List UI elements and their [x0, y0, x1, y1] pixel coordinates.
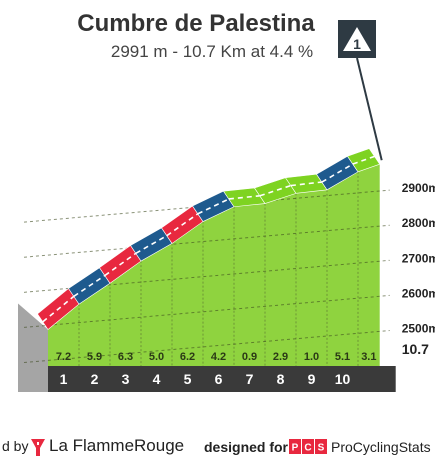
segment-center-dash	[321, 163, 354, 183]
gradient-label: 1.0	[304, 351, 319, 363]
elevation-tick-label: 2800m	[402, 216, 435, 230]
category-badge: 1	[338, 20, 376, 58]
km-label: 1	[60, 371, 68, 387]
gradient-label: 5.0	[149, 351, 164, 363]
elevation-tick-label: 2600m	[402, 286, 435, 300]
km-label: 3	[122, 371, 130, 387]
km-label: 7	[246, 371, 254, 387]
segment-center-dash	[135, 234, 168, 254]
chart-title: Cumbre de Palestina	[77, 10, 315, 37]
footer: d by La FlammeRouge designed for P C S P…	[0, 436, 435, 458]
svg-text:C: C	[304, 443, 311, 454]
gradient-label: 4.2	[211, 351, 226, 363]
climb-profile-chart: 7.2 5.9 6.3 5.0 6.2 4.2 0.9 2.9 1.0 5.1 3.1 1 2 3 4 5 6 7…	[18, 57, 435, 392]
elevation-grid-line	[23, 294, 390, 328]
gradient-label: 7.2	[56, 351, 71, 363]
svg-text:P: P	[292, 443, 299, 454]
category-label: 1	[353, 36, 361, 52]
segment-center-dash	[197, 198, 230, 215]
segment-center-dash	[73, 274, 106, 297]
profile-labels: 7.2 5.9 6.3 5.0 6.2 4.2 0.9 2.9 1.0 5.1 3.1 1 2 3 4 5 6 7…	[56, 341, 429, 387]
elevation-tick-label: 2700m	[402, 251, 435, 265]
segment-center-dash	[42, 295, 75, 323]
elevation-grid-line	[23, 189, 390, 223]
procyclingstats-link[interactable]: ProCyclingStats	[331, 439, 431, 455]
summit-pole	[356, 57, 383, 161]
total-distance-label: 10.7	[402, 341, 429, 357]
gradient-label: 0.9	[242, 351, 257, 363]
summit-marker	[356, 57, 383, 161]
gradient-label: 5.1	[335, 351, 350, 363]
elevation-tick-label: 2500m	[402, 322, 435, 336]
elevation-tick-label: 2900m	[402, 181, 435, 195]
gradient-label: 6.3	[118, 351, 133, 363]
segment-center-dash	[352, 155, 375, 165]
km-label: 8	[277, 371, 285, 387]
elevation-grid-line	[23, 330, 390, 364]
segment-center-dash	[104, 252, 137, 277]
km-label: 2	[91, 371, 99, 387]
km-label: 10	[335, 371, 351, 387]
profile-front-face	[48, 164, 380, 366]
gradient-label: 6.2	[180, 351, 195, 363]
profile-body	[18, 164, 396, 392]
chart-subtitle: 2991 m - 10.7 Km at 4.4 %	[110, 42, 314, 61]
svg-text:S: S	[318, 443, 325, 454]
km-label: 6	[215, 371, 223, 387]
gradient-label: 5.9	[87, 351, 102, 363]
elevation-grid-line	[23, 224, 390, 258]
gradient-label: 2.9	[273, 351, 288, 363]
segment-center-dash	[166, 213, 199, 237]
km-label: 9	[308, 371, 316, 387]
elevation-axis: 2500m 2600m 2700m 2800m 2900m	[402, 181, 435, 335]
pcs-logo-icon: P C S	[289, 439, 327, 454]
gradient-label: 3.1	[361, 351, 376, 363]
la-flamme-rouge-logo-icon	[31, 439, 45, 456]
km-label: 4	[153, 371, 161, 387]
profile-surface	[37, 148, 381, 330]
segment-center-dash	[259, 184, 292, 197]
designed-for-text: designed for	[204, 439, 289, 455]
mountain-category-1-icon: 1	[343, 27, 371, 52]
profile-side-face	[18, 303, 48, 392]
footer-by-text: d by	[2, 438, 29, 454]
km-label: 5	[184, 371, 192, 387]
profile-base-band	[48, 366, 396, 392]
la-flamme-rouge-link[interactable]: La FlammeRouge	[49, 436, 185, 455]
